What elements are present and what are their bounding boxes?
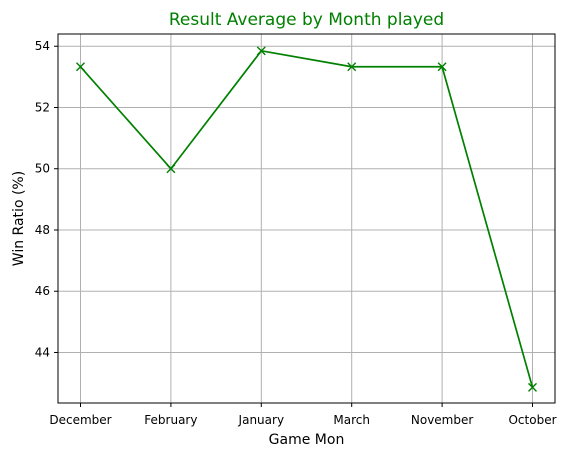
data-point	[166, 164, 176, 174]
data-point	[528, 382, 537, 392]
plot-frame	[57, 33, 556, 404]
series-line	[79, 49, 534, 389]
x-tick-label: January	[238, 413, 285, 427]
data-point	[347, 62, 357, 72]
x-tick-label: December	[49, 413, 111, 427]
data-point	[437, 62, 447, 72]
data-point	[76, 62, 85, 72]
x-tick-label: October	[508, 413, 556, 427]
data-point	[256, 46, 266, 56]
x-axis-label: Game Mon	[269, 432, 345, 448]
y-tick-label: 46	[35, 284, 50, 298]
y-axis-label: Win Ratio (%)	[11, 171, 27, 266]
x-tick-label: February	[144, 413, 197, 427]
chart-title: Result Average by Month played	[169, 10, 444, 30]
y-tick-label: 52	[35, 100, 50, 114]
x-tick-label: March	[333, 413, 370, 427]
y-tick-label: 44	[35, 345, 50, 359]
x-tick-label: November	[411, 413, 473, 427]
series-layer	[76, 46, 537, 392]
grid-layer	[58, 34, 555, 403]
ticks-layer: December February January March November Octo…	[35, 39, 557, 427]
y-tick-label: 50	[35, 162, 50, 176]
y-tick-label: 48	[35, 223, 50, 237]
y-tick-label: 54	[35, 39, 50, 53]
